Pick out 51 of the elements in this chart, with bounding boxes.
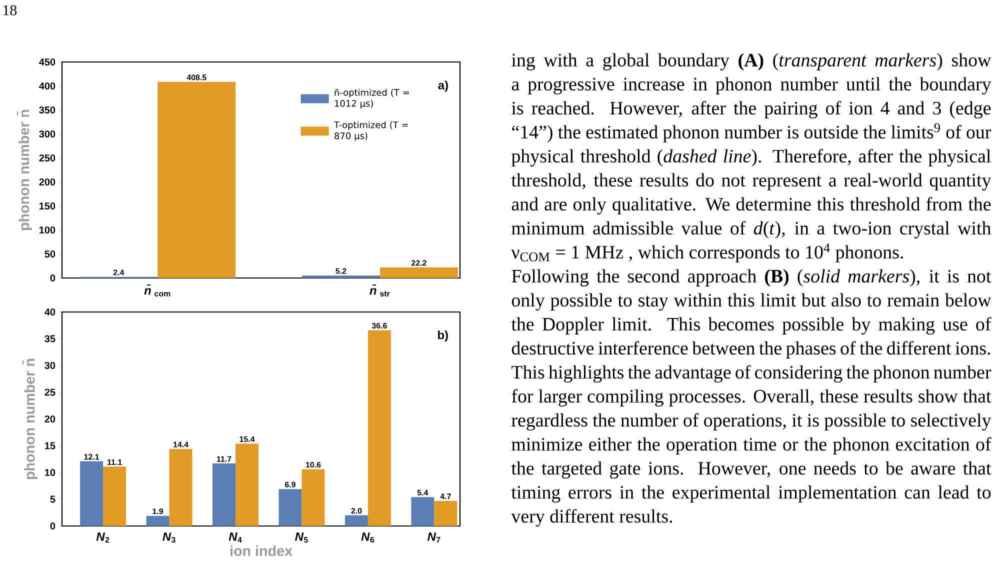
bar [80, 461, 104, 526]
bar [302, 469, 325, 526]
y-tick-label: 25 [44, 388, 56, 396]
x-axis-title: ion index [230, 545, 292, 556]
y-tick-label: 15 [45, 442, 56, 450]
bar [380, 267, 458, 278]
legend-label: n̄-optimized (T = 1012 μs) [334, 88, 409, 109]
annotation: b) [438, 330, 448, 342]
y-tick-label: 20 [44, 415, 56, 423]
y-tick-label: 300 [39, 130, 56, 138]
bar [146, 516, 170, 526]
bar [411, 497, 434, 526]
bar [344, 515, 368, 526]
x-tick-label: N$_{7}$ [428, 532, 440, 543]
y-tick-label: 50 [44, 250, 56, 258]
y-tick-label: 30 [44, 362, 56, 370]
x-tick-label: N$_{5}$ [295, 532, 308, 543]
y-tick-label: 250 [39, 154, 56, 162]
bar [158, 82, 236, 278]
bar [212, 463, 236, 526]
bar [169, 448, 192, 526]
y-tick-label: 35 [44, 335, 56, 342]
x-tick-label: N$_{6}$ [361, 532, 374, 543]
x-tick-label: N$_{4}$ [228, 532, 242, 543]
x-tick-label: n̄$_{com}$ [144, 284, 170, 296]
bar [103, 466, 126, 526]
legend-label: T-optimized (T = 870 μs) [334, 121, 408, 141]
y-tick-label: 10 [45, 468, 56, 476]
bar [434, 500, 458, 526]
y-tick-label: 450 [39, 58, 56, 66]
y-tick-label: 400 [39, 82, 56, 90]
x-tick-label: N$_{3}$ [162, 532, 176, 543]
text: Following the second approach (B) (solid markers), it is not only possible to stay within this limit but also to remain below the Doppler limit. This becomes possible by making use of destructive interference between the phases of the different ions. This highlights the advantage of considering the phonon number for larger compiling processes. Overall, these results show that regardless the number of operations, it is possible to selectively minimize either the operation time or the phonon excitation of the targeted gate ions. However, one needs to be aware that timing errors in the experimental implementation can lead to very different results. [511, 269, 992, 527]
y-tick-label: 0 [50, 522, 56, 530]
y-tick-label: 40 [44, 308, 56, 316]
y-tick-label: 100 [39, 226, 56, 234]
y-tick-label: 5 [50, 496, 56, 503]
x-tick-label: N$_{2}$ [96, 532, 110, 543]
y-tick-label: 150 [39, 202, 56, 210]
x-tick-label: n̄$_{str}$ [370, 284, 390, 296]
bar [278, 489, 302, 526]
bar [368, 330, 391, 526]
text: 18 [4, 5, 17, 16]
y-tick-label: 0 [50, 274, 56, 282]
y-tick-label: 200 [39, 178, 56, 186]
annotation: a) [438, 80, 448, 92]
y-tick-label: 350 [39, 106, 56, 114]
y-axis-title: phonon number n̄ [16, 110, 32, 230]
y-axis-title: phonon number n̄ [22, 358, 38, 480]
bar [236, 444, 259, 526]
text: ing with a global boundary (A) (transparent markers) show a progressive increase in phonon number until the boundary is reached. However, after the pairing of ion 4 and 3 (edge “14”) the estimated phonon number is outside the limits$^{9}$ of our physical threshold (dashed line). Therefore, after the physical threshold, these results do not represent a real-world quantity and are only qualitative. We determine this threshold from the minimum admissible value of d(t), in a two-ion crystal with ν$_{COM}$ = 1 MHz , which corresponds to 10$^{4}$ phonons. [511, 53, 992, 262]
